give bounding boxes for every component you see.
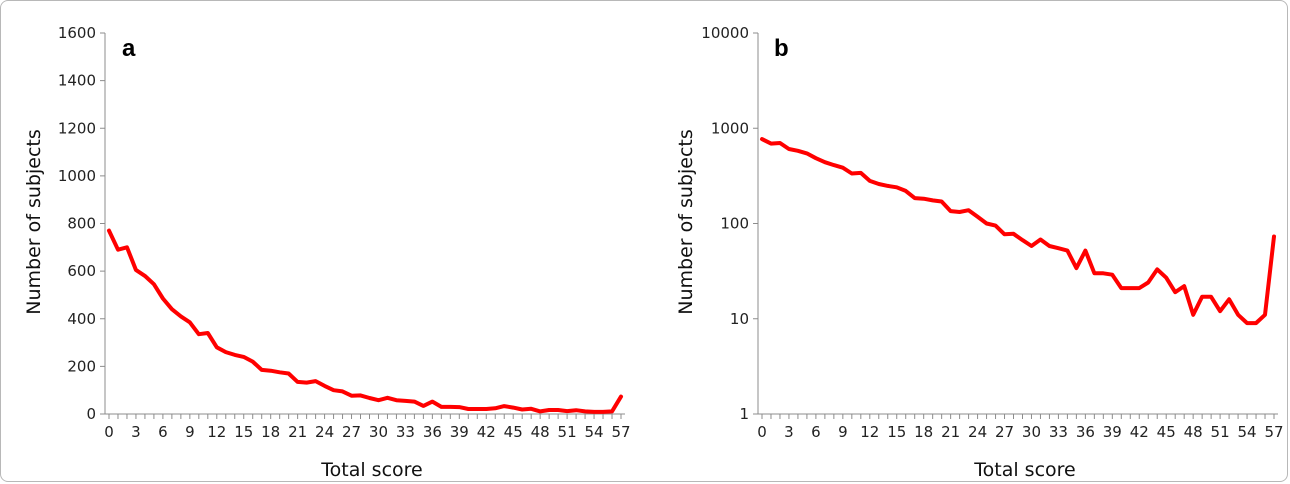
panel-a-x-tick-label: 45 — [504, 423, 523, 441]
panel-a-series-line — [107, 228, 623, 414]
panel-a-y-tick-label: 1400 — [58, 72, 96, 90]
panel-a-y-tick-label: 1200 — [58, 119, 96, 137]
panel-a-x-tick-label: 36 — [423, 423, 442, 441]
panel-a-x-tick-label: 42 — [477, 423, 496, 441]
panel-b-y-tick-label: 10 — [730, 310, 749, 328]
panel-a-x-tick-label: 18 — [261, 423, 280, 441]
panel-b-x-tick-label: 57 — [1264, 423, 1283, 441]
panel-b-y-tick-label: 1000 — [711, 119, 749, 137]
panel-b-x-tick-label: 6 — [811, 423, 821, 441]
panel-b-x-tick-label: 18 — [914, 423, 933, 441]
panel-b-label: b — [774, 35, 789, 62]
panel-a-y-tick-label: 0 — [86, 405, 96, 423]
panel-a-y-tick-label: 1000 — [58, 167, 96, 185]
panel-a-y-tick-label: 1600 — [58, 24, 96, 42]
panel-a-label: a — [122, 35, 136, 62]
panel-b-x-tick-label: 48 — [1184, 423, 1203, 441]
panel-a-x-tick-label: 12 — [207, 423, 226, 441]
panel-b-x-tick-label: 3 — [784, 423, 794, 441]
panel-a-y-tick-label: 800 — [67, 215, 96, 233]
panel-b-x-tick-label: 24 — [968, 423, 987, 441]
panel-a-x-tick-label: 30 — [369, 423, 388, 441]
panel-a-y-tick-label: 200 — [67, 357, 96, 375]
panel-b-x-tick-label: 39 — [1103, 423, 1122, 441]
panel-a-y-tick-label: 600 — [67, 262, 96, 280]
panel-a-x-axis-title: Total score — [320, 459, 422, 481]
panel-b-x-tick-label: 9 — [838, 423, 848, 441]
panel-a-x-tick-label: 39 — [450, 423, 469, 441]
panel-b: b Total score Number of subjects 1 10 100 1… — [675, 24, 1284, 481]
panel-a-y-tick-label: 400 — [67, 310, 96, 328]
panel-a-x-tick-label: 57 — [611, 423, 630, 441]
panel-b-y-axis-title: Number of subjects — [675, 129, 697, 314]
panel-b-x-tick-label: 51 — [1211, 423, 1230, 441]
panel-a-x-tick-label: 6 — [158, 423, 168, 441]
panel-a-x-tick-label: 24 — [315, 423, 334, 441]
panel-b-x-tick-label: 12 — [860, 423, 879, 441]
panel-a-x-tick-label: 21 — [288, 423, 307, 441]
panel-a-x-tick-label: 54 — [585, 423, 604, 441]
panel-b-x-tick-label: 30 — [1022, 423, 1041, 441]
panel-b-x-tick-label: 45 — [1157, 423, 1176, 441]
panel-a-x-tick-label: 33 — [396, 423, 415, 441]
panel-a-x-tick-label: 48 — [531, 423, 550, 441]
panel-b-x-tick-label: 42 — [1130, 423, 1149, 441]
panel-b-y-tick-label: 100 — [720, 215, 749, 233]
panel-b-x-tick-label: 15 — [887, 423, 906, 441]
panel-b-series-line — [760, 137, 1276, 326]
panel-b-x-tick-label: 0 — [757, 423, 767, 441]
panel-b-x-tick-label: 36 — [1076, 423, 1095, 441]
panel-a-x-tick-label: 27 — [342, 423, 361, 441]
panel-b-x-tick-label: 21 — [941, 423, 960, 441]
panel-a: a Total score Number of subjects 0 200 400… — [23, 24, 631, 481]
panel-a-x-tick-label: 3 — [131, 423, 141, 441]
panel-a-x-tick-label: 9 — [185, 423, 195, 441]
panel-b-x-tick-label: 27 — [995, 423, 1014, 441]
panel-b-y-tick-label: 1 — [739, 405, 749, 423]
panel-b-x-tick-label: 33 — [1049, 423, 1068, 441]
panel-b-y-tick-label: 10000 — [701, 24, 749, 42]
panel-a-y-axis-title: Number of subjects — [23, 129, 45, 314]
panel-b-x-tick-label: 54 — [1238, 423, 1257, 441]
panel-a-x-tick-label: 15 — [234, 423, 253, 441]
panel-a-x-tick-label: 0 — [104, 423, 114, 441]
panel-a-x-tick-label: 51 — [558, 423, 577, 441]
panel-b-x-axis-title: Total score — [973, 459, 1075, 481]
